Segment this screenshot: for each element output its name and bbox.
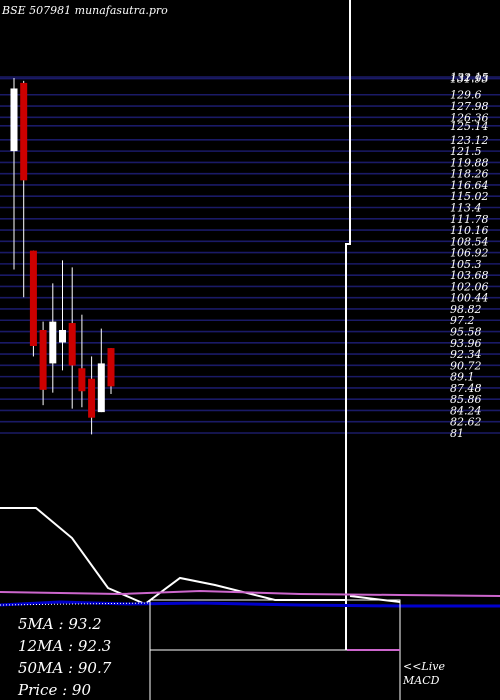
y-tick-label: 93.96	[450, 337, 482, 350]
macd-line	[0, 589, 500, 597]
grid-lines	[0, 76, 500, 434]
y-tick-label: 125.14	[450, 120, 489, 133]
y-tick-label: 132.15	[450, 71, 489, 84]
candles	[10, 78, 115, 435]
ma-curve-tail	[349, 595, 401, 603]
y-tick-label: 115.02	[450, 190, 489, 203]
y-tick-label: 116.64	[450, 179, 489, 192]
chart-title: BSE 507981 munafasutra.pro	[2, 4, 168, 17]
candle-body	[20, 82, 28, 181]
y-tick-label: 97.2	[450, 314, 475, 327]
candle-body	[107, 348, 115, 387]
y-tick-label: 121.5	[450, 145, 482, 158]
y-tick-label: 113.4	[450, 201, 482, 214]
y-tick-label: 106.92	[450, 247, 489, 260]
y-tick-label: 111.78	[450, 213, 489, 226]
y-tick-label: 102.06	[450, 280, 489, 293]
y-tick-label: 119.88	[450, 156, 489, 169]
y-tick-label: 82.62	[450, 416, 482, 429]
y-tick-label: 108.54	[450, 235, 489, 248]
candle-body	[29, 250, 37, 347]
candle-body	[49, 321, 57, 364]
y-tick-label: 118.26	[450, 168, 489, 181]
ma12-label: 12MA : 92.3	[18, 637, 112, 655]
y-tick-label: 95.58	[450, 326, 482, 339]
macd-label[interactable]: MACD	[403, 674, 440, 687]
y-tick-label: 81	[450, 427, 464, 440]
candle-body	[10, 88, 18, 152]
candle-body	[68, 323, 76, 366]
ma-curve	[0, 507, 345, 606]
candle-body	[97, 363, 105, 413]
y-tick-label: 123.12	[450, 134, 489, 147]
y-tick-label: 127.98	[450, 100, 489, 113]
y-tick-label: 110.16	[450, 224, 489, 237]
live-label[interactable]: <<Live	[403, 660, 445, 673]
y-tick-label: 131.93	[450, 73, 489, 86]
y-tick-label: 129.6	[450, 89, 482, 102]
volume-marker-line	[345, 0, 351, 650]
moving-average-summary: 5MA : 93.2 12MA : 92.3 50MA : 90.7 Price…	[18, 613, 111, 700]
candle-body	[78, 368, 86, 392]
ma5-label: 5MA : 93.2	[18, 615, 102, 633]
y-tick-label: 98.82	[450, 303, 482, 316]
macd-box-upper	[149, 599, 401, 651]
y-tick-label: 100.44	[450, 292, 489, 305]
candle-body	[59, 329, 66, 343]
y-tick-label: 87.48	[450, 382, 482, 395]
candle-body	[39, 329, 47, 390]
candle-body	[88, 378, 96, 418]
y-tick-label: 90.72	[450, 359, 482, 372]
y-tick-label: 103.68	[450, 269, 489, 282]
live-macd-link[interactable]: <<Live MACD	[403, 660, 445, 688]
y-tick-label: 85.86	[450, 393, 482, 406]
price-label: Price : 90	[18, 681, 92, 699]
signal-line	[0, 600, 500, 608]
y-tick-label: 89.1	[450, 371, 475, 384]
y-tick-label: 84.24	[450, 404, 482, 417]
signal-dots	[0, 602, 151, 606]
y-tick-label: 126.36	[450, 111, 489, 124]
macd-box-lower	[149, 649, 401, 700]
y-tick-label: 105.3	[450, 258, 482, 271]
y-tick-label: 92.34	[450, 348, 482, 361]
ma50-label: 50MA : 90.7	[18, 659, 112, 677]
